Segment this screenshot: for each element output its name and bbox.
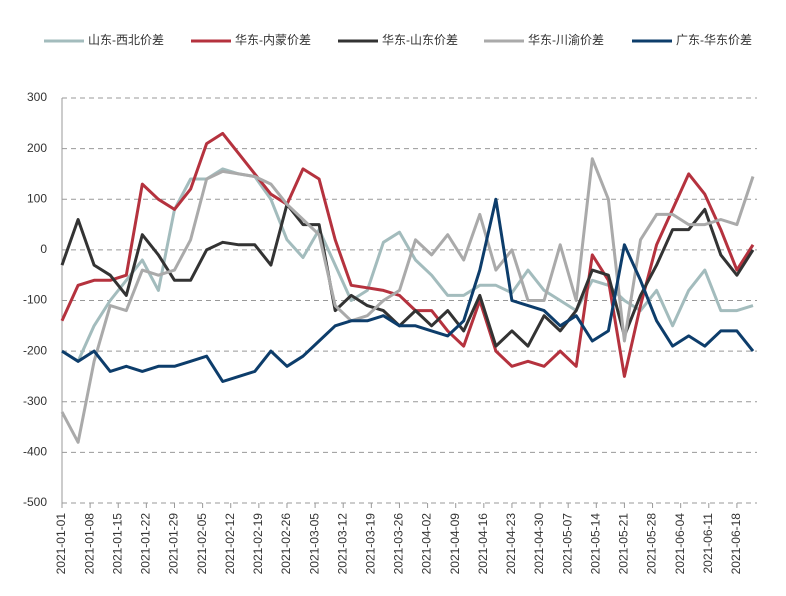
x-tick-label: 2021-04-16 [476,513,490,575]
x-tick-label: 2021-02-05 [195,513,209,575]
legend-label: 广东-华东价差 [676,33,752,47]
y-tick-label: -500 [23,495,47,509]
x-tick-label: 2021-05-14 [588,513,602,575]
legend-label: 山东-西北价差 [88,33,164,47]
y-tick-label: 0 [40,242,47,256]
x-tick-label: 2021-04-02 [420,513,434,575]
y-tick-label: -200 [23,343,47,357]
y-tick-label: 200 [27,141,47,155]
legend-label: 华东-内蒙价差 [235,33,311,47]
x-tick-label: 2021-02-26 [279,513,293,575]
x-tick-label: 2021-01-15 [110,513,124,575]
legend-label: 华东-山东价差 [382,33,458,47]
x-tick-label: 2021-05-28 [645,513,659,575]
x-tick-label: 2021-03-19 [364,513,378,575]
x-tick-label: 2021-04-09 [448,513,462,575]
x-tick-label: 2021-02-12 [223,513,237,575]
x-tick-label: 2021-03-12 [335,513,349,575]
series-line [60,202,755,348]
x-tick-label: 2021-03-26 [392,513,406,575]
x-tick-label: 2021-04-30 [532,513,546,575]
x-tick-label: 2021-01-08 [82,513,96,575]
series-line [60,131,755,378]
y-tick-label: -100 [23,293,47,307]
x-tick-label: 2021-06-18 [729,513,743,575]
legend-label: 华东-川渝价差 [528,32,604,47]
x-tick-label: 2021-04-23 [504,513,518,575]
x-tick-label: 2021-03-05 [307,513,321,575]
series-line [60,157,755,444]
x-tick-label: 2021-02-19 [251,513,265,575]
x-tick-label: 2021-05-07 [560,513,574,575]
x-tick-label: 2021-06-04 [673,513,687,575]
x-tick-label: 2021-01-22 [139,513,153,575]
x-tick-label: 2021-01-01 [54,513,68,575]
y-tick-label: 100 [27,191,47,205]
series-line [61,197,755,383]
y-tick-label: 300 [27,90,47,104]
x-tick-label: 2021-01-29 [167,513,181,575]
x-tick-label: 2021-06-11 [701,513,715,574]
x-tick-label: 2021-05-21 [617,513,631,575]
y-tick-label: -400 [23,445,47,459]
y-tick-label: -300 [23,394,47,408]
